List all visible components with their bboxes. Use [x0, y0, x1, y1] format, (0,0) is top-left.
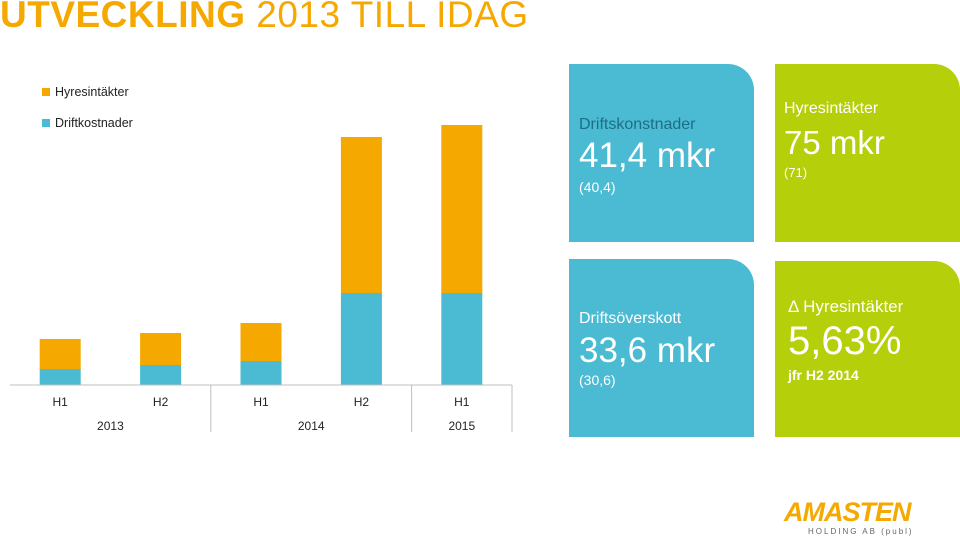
- card-value: 75 mkr: [784, 124, 885, 161]
- x-tick-label: H1: [454, 395, 470, 409]
- card-title: Δ Hyresintäkter: [788, 297, 904, 316]
- legend-swatch-blue: [42, 118, 50, 127]
- x-tick-label: H2: [153, 395, 169, 409]
- year-group-label: 2013: [97, 419, 124, 433]
- card-title: Driftsöverskott: [579, 310, 682, 327]
- logo-subtitle: HOLDING AB (publ): [808, 527, 914, 536]
- bar-driftkostnader-4: [441, 293, 483, 385]
- bar-driftkostnader-0: [39, 369, 81, 385]
- card-sub: (30,6): [579, 372, 616, 388]
- legend-item-driftkostnader: Driftkostnader: [42, 115, 133, 130]
- legend-item-hyresintakter: Hyresintäkter: [42, 84, 133, 99]
- bar-hyresint-kter-3: [340, 137, 382, 293]
- legend-label: Hyresintäkter: [55, 84, 129, 99]
- x-tick-label: H2: [354, 395, 370, 409]
- bar-driftkostnader-3: [340, 293, 382, 385]
- bar-hyresint-kter-4: [441, 125, 483, 293]
- stacked-bar-chart: H1 H2 H1 H2 H1 2013 2014 2015: [10, 125, 513, 433]
- card-hyresintakter-change: Δ Hyresintäkter 5,63% jfr H2 2014: [775, 261, 960, 437]
- card-hyresintakter: Hyresintäkter 75 mkr (71): [775, 64, 960, 242]
- bar-driftkostnader-2: [240, 361, 282, 385]
- card-driftsoverskott: Driftsöverskott 33,6 mkr (30,6): [569, 259, 754, 437]
- card-value: 33,6 mkr: [579, 331, 716, 370]
- logo-wordmark: AMASTEN: [784, 497, 911, 527]
- bar-hyresint-kter-2: [240, 323, 282, 361]
- card-sub: (71): [784, 165, 808, 180]
- title-light: 2013 TILL IDAG: [256, 0, 529, 35]
- x-tick-label: H1: [53, 395, 69, 409]
- year-group-label: 2014: [298, 419, 325, 433]
- bar-driftkostnader-1: [140, 365, 182, 385]
- year-group-label: 2015: [448, 419, 475, 433]
- company-logo: AMASTEN HOLDING AB (publ): [784, 497, 914, 537]
- card-title: Driftskonstnader: [579, 116, 696, 133]
- card-sub: jfr H2 2014: [788, 367, 859, 383]
- bar-hyresint-kter-0: [39, 339, 81, 369]
- chart-legend: Hyresintäkter Driftkostnader: [42, 84, 133, 146]
- card-sub: (40,4): [579, 179, 616, 195]
- page-title: UTVECKLING 2013 TILL IDAG: [0, 0, 529, 36]
- legend-label: Driftkostnader: [55, 115, 133, 130]
- x-tick-label: H1: [253, 395, 269, 409]
- card-value: 5,63%: [788, 319, 902, 363]
- card-driftskostnader: Driftskonstnader 41,4 mkr (40,4): [569, 64, 754, 242]
- bar-hyresint-kter-1: [140, 333, 182, 365]
- legend-swatch-orange: [42, 87, 50, 96]
- card-value: 41,4 mkr: [579, 136, 716, 175]
- card-title: Hyresintäkter: [784, 100, 879, 117]
- title-bold: UTVECKLING: [0, 0, 246, 35]
